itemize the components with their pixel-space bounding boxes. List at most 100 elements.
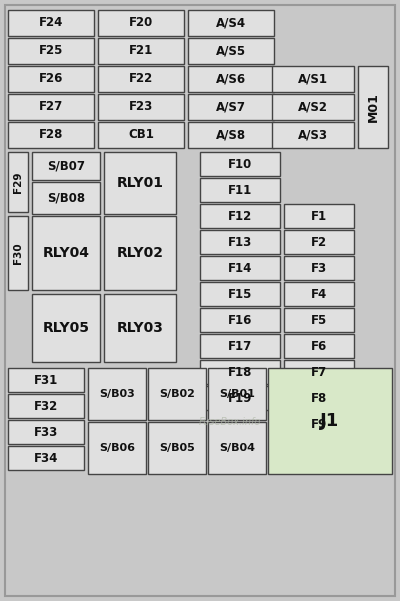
FancyBboxPatch shape xyxy=(32,152,100,180)
Text: RLY05: RLY05 xyxy=(42,321,90,335)
FancyBboxPatch shape xyxy=(188,10,274,36)
Text: A/S4: A/S4 xyxy=(216,16,246,29)
FancyBboxPatch shape xyxy=(188,122,274,148)
FancyBboxPatch shape xyxy=(200,256,280,280)
Text: F28: F28 xyxy=(39,129,63,141)
Text: F26: F26 xyxy=(39,73,63,85)
FancyBboxPatch shape xyxy=(200,282,280,306)
FancyBboxPatch shape xyxy=(8,216,28,290)
FancyBboxPatch shape xyxy=(8,38,94,64)
FancyBboxPatch shape xyxy=(104,294,176,362)
FancyBboxPatch shape xyxy=(284,282,354,306)
FancyBboxPatch shape xyxy=(88,422,146,474)
FancyBboxPatch shape xyxy=(284,256,354,280)
Text: S/B03: S/B03 xyxy=(99,389,135,399)
FancyBboxPatch shape xyxy=(200,308,280,332)
Text: F30: F30 xyxy=(13,242,23,264)
Text: F5: F5 xyxy=(311,314,327,326)
FancyBboxPatch shape xyxy=(8,94,94,120)
Text: F20: F20 xyxy=(129,16,153,29)
FancyBboxPatch shape xyxy=(284,308,354,332)
FancyBboxPatch shape xyxy=(272,94,354,120)
FancyBboxPatch shape xyxy=(284,412,354,436)
FancyBboxPatch shape xyxy=(200,178,280,202)
FancyBboxPatch shape xyxy=(358,66,388,148)
Text: A/S7: A/S7 xyxy=(216,100,246,114)
FancyBboxPatch shape xyxy=(284,386,354,410)
Text: J1: J1 xyxy=(320,412,340,430)
FancyBboxPatch shape xyxy=(8,122,94,148)
FancyBboxPatch shape xyxy=(284,360,354,384)
FancyBboxPatch shape xyxy=(200,386,280,410)
Text: S/B06: S/B06 xyxy=(99,443,135,453)
FancyBboxPatch shape xyxy=(208,422,266,474)
FancyBboxPatch shape xyxy=(188,38,274,64)
FancyBboxPatch shape xyxy=(104,216,176,290)
FancyBboxPatch shape xyxy=(8,394,84,418)
FancyBboxPatch shape xyxy=(98,66,184,92)
Text: F13: F13 xyxy=(228,236,252,248)
FancyBboxPatch shape xyxy=(32,294,100,362)
Text: F10: F10 xyxy=(228,157,252,171)
Text: S/B02: S/B02 xyxy=(159,389,195,399)
FancyBboxPatch shape xyxy=(188,94,274,120)
Text: F32: F32 xyxy=(34,400,58,412)
Text: F9: F9 xyxy=(311,418,327,430)
FancyBboxPatch shape xyxy=(284,204,354,228)
FancyBboxPatch shape xyxy=(284,334,354,358)
Text: FuseBox.info: FuseBox.info xyxy=(199,417,261,427)
Text: A/S8: A/S8 xyxy=(216,129,246,141)
Text: S/B04: S/B04 xyxy=(219,443,255,453)
Text: A/S5: A/S5 xyxy=(216,44,246,58)
Text: M01: M01 xyxy=(366,92,380,122)
Text: RLY03: RLY03 xyxy=(116,321,164,335)
Text: F34: F34 xyxy=(34,451,58,465)
Text: F12: F12 xyxy=(228,210,252,222)
FancyBboxPatch shape xyxy=(272,66,354,92)
Text: F1: F1 xyxy=(311,210,327,222)
Text: A/S1: A/S1 xyxy=(298,73,328,85)
FancyBboxPatch shape xyxy=(200,204,280,228)
Text: F4: F4 xyxy=(311,287,327,300)
Text: S/B01: S/B01 xyxy=(219,389,255,399)
FancyBboxPatch shape xyxy=(8,368,84,392)
FancyBboxPatch shape xyxy=(284,230,354,254)
Text: A/S2: A/S2 xyxy=(298,100,328,114)
FancyBboxPatch shape xyxy=(272,122,354,148)
FancyBboxPatch shape xyxy=(8,446,84,470)
FancyBboxPatch shape xyxy=(8,10,94,36)
Text: A/S3: A/S3 xyxy=(298,129,328,141)
Text: F15: F15 xyxy=(228,287,252,300)
FancyBboxPatch shape xyxy=(200,230,280,254)
Text: F8: F8 xyxy=(311,391,327,404)
Text: F14: F14 xyxy=(228,261,252,275)
Text: F24: F24 xyxy=(39,16,63,29)
Text: S/B08: S/B08 xyxy=(47,192,85,204)
Text: F16: F16 xyxy=(228,314,252,326)
Text: CB1: CB1 xyxy=(128,129,154,141)
Text: F23: F23 xyxy=(129,100,153,114)
FancyBboxPatch shape xyxy=(98,94,184,120)
Text: F27: F27 xyxy=(39,100,63,114)
Text: F7: F7 xyxy=(311,365,327,379)
FancyBboxPatch shape xyxy=(8,152,28,212)
FancyBboxPatch shape xyxy=(200,152,280,176)
FancyBboxPatch shape xyxy=(5,5,395,596)
FancyBboxPatch shape xyxy=(104,152,176,214)
Text: F33: F33 xyxy=(34,426,58,439)
Text: S/B07: S/B07 xyxy=(47,159,85,172)
Text: F2: F2 xyxy=(311,236,327,248)
Text: S/B05: S/B05 xyxy=(159,443,195,453)
Text: F17: F17 xyxy=(228,340,252,353)
Text: F31: F31 xyxy=(34,373,58,386)
Text: F6: F6 xyxy=(311,340,327,353)
Text: RLY04: RLY04 xyxy=(42,246,90,260)
FancyBboxPatch shape xyxy=(8,66,94,92)
Text: F29: F29 xyxy=(13,171,23,193)
FancyBboxPatch shape xyxy=(98,10,184,36)
FancyBboxPatch shape xyxy=(98,122,184,148)
Text: A/S6: A/S6 xyxy=(216,73,246,85)
FancyBboxPatch shape xyxy=(32,216,100,290)
Text: F11: F11 xyxy=(228,183,252,197)
Text: F3: F3 xyxy=(311,261,327,275)
